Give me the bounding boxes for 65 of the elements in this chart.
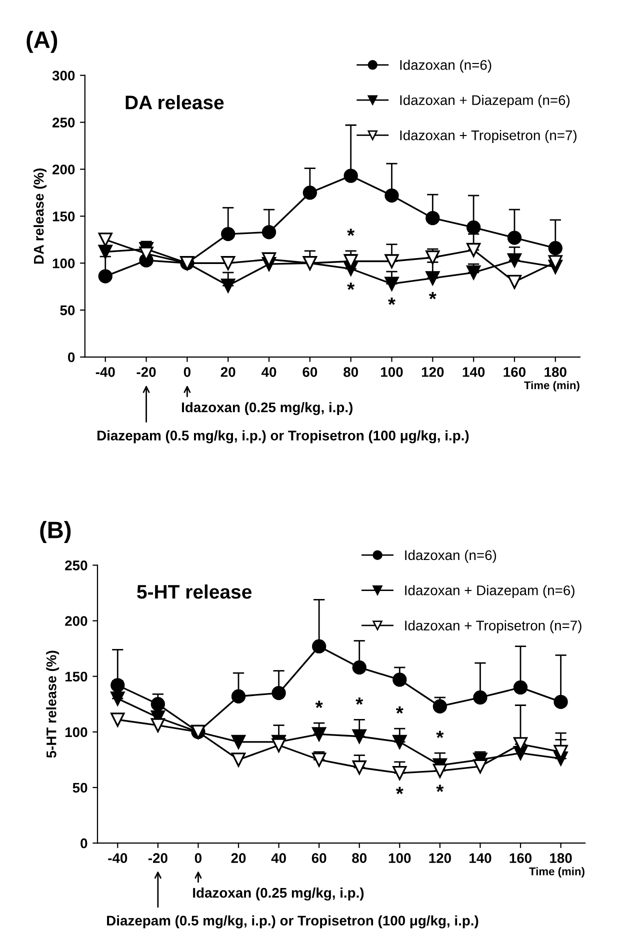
y-tick-label: 100 [52, 258, 75, 268]
text: DA release [126, 95, 224, 110]
y-tick-label: 250 [52, 118, 75, 128]
y-tick-label: 150 [65, 672, 88, 682]
data-label: * [396, 706, 404, 714]
x-tick-label: 120 [422, 367, 444, 377]
x-tick-label: 0 [184, 367, 190, 377]
chart-title: (A) [26, 30, 58, 53]
x-tick-label: 20 [231, 853, 246, 864]
data-label: * [428, 292, 436, 300]
data-label: * [396, 786, 404, 794]
x-tick-label: 160 [504, 367, 526, 377]
x-tick-label: -20 [148, 853, 168, 864]
legend-label: Idazoxan + Tropisetron (n=7) [405, 620, 582, 634]
x-tick-label: 40 [262, 367, 276, 377]
x-tick-label: -40 [108, 853, 128, 864]
x-tick-label: 60 [302, 367, 318, 377]
y-tick-label: 0 [80, 838, 88, 848]
x-tick-label: 160 [510, 853, 532, 864]
data-label: * [347, 228, 355, 236]
data-label: * [347, 282, 355, 290]
y-axis-title: DA release (%) [34, 168, 46, 264]
legend-label: Idazoxan + Diazepam (n=6) [405, 585, 574, 598]
y-tick-label: 150 [52, 212, 75, 222]
data-label: * [436, 784, 444, 792]
data-label: * [315, 700, 323, 708]
x-tick-label: 180 [544, 367, 566, 377]
y-tick-label: 200 [65, 616, 88, 626]
y-axis-title: 5-HT release (%) [46, 650, 60, 758]
x-tick-label: 80 [352, 853, 367, 864]
text: 5-HT release [137, 584, 252, 599]
legend-label: Idazoxan + Tropisetron (n=7) [400, 130, 576, 143]
legend-label: Idazoxan + Diazepam (n=6) [400, 94, 570, 108]
x-tick-label: 140 [470, 853, 492, 864]
x-tick-label: 0 [194, 853, 202, 864]
text: Diazepam (0.5 mg/kg, i.p.) or Tropisetron (100 μg/kg, i.p.) [97, 430, 469, 444]
x-tick-label: 180 [550, 853, 572, 864]
x-tick-label: 40 [271, 853, 286, 864]
text: Diazepam (0.5 mg/kg, i.p.) or Tropisetron (100 μg/kg, i.p.) [107, 915, 478, 928]
x-tick-label: 60 [312, 853, 326, 864]
legend-label: Idazoxan (n=6) [405, 550, 496, 563]
legend-label: Idazoxan (n=6) [400, 60, 492, 73]
y-tick-label: 50 [72, 782, 88, 793]
y-tick-label: 200 [52, 164, 75, 174]
x-axis-title: Time (min) [529, 867, 584, 878]
y-tick-label: 300 [52, 70, 75, 81]
x-tick-label: 80 [344, 367, 358, 377]
text: Idazoxan (0.25 mg/kg, i.p.) [182, 402, 352, 416]
chart-title: (B) [40, 520, 71, 543]
text: Idazoxan (0.25 mg/kg, i.p.) [193, 888, 364, 901]
x-axis-title: Time (min) [524, 381, 580, 392]
x-tick-label: -40 [96, 367, 115, 377]
y-tick-label: 250 [65, 560, 88, 570]
data-label: * [356, 697, 364, 705]
data-label: * [388, 298, 396, 305]
x-tick-label: 140 [462, 367, 485, 377]
x-tick-label: 100 [381, 367, 403, 377]
y-tick-label: 0 [68, 352, 75, 362]
y-tick-label: 100 [65, 727, 88, 738]
x-tick-label: 100 [388, 853, 411, 864]
x-tick-label: 20 [220, 367, 236, 377]
y-tick-label: 50 [60, 305, 75, 316]
x-tick-label: -20 [136, 367, 156, 377]
x-tick-label: 120 [429, 853, 451, 864]
data-label: * [436, 730, 444, 738]
